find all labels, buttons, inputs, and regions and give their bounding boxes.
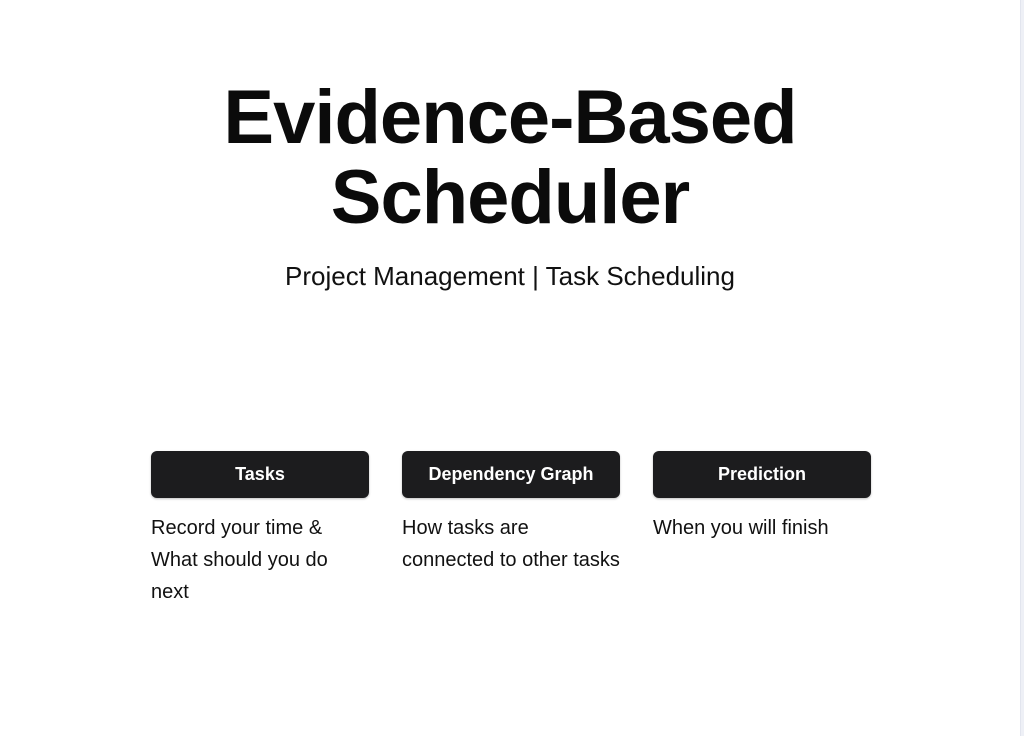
- hero-section: Evidence-Based Scheduler Project Managem…: [0, 78, 1020, 292]
- page-subtitle: Project Management | Task Scheduling: [285, 261, 735, 291]
- page-title: Evidence-Based Scheduler: [0, 78, 1020, 238]
- dependency-graph-description: How tasks are connected to other tasks: [402, 517, 620, 571]
- page-title-line-2: Scheduler: [330, 155, 690, 240]
- feature-tasks: Tasks Record your time & What should you…: [151, 451, 369, 608]
- prediction-button[interactable]: Prediction: [653, 451, 871, 498]
- dependency-graph-button[interactable]: Dependency Graph: [402, 451, 620, 498]
- tasks-button[interactable]: Tasks: [151, 451, 369, 498]
- feature-list: Tasks Record your time & What should you…: [151, 451, 871, 608]
- window-right-edge: [1020, 0, 1024, 736]
- tasks-description: Record your time & What should you do ne…: [151, 517, 328, 603]
- feature-prediction: Prediction When you will finish: [653, 451, 871, 608]
- prediction-description: When you will finish: [653, 517, 829, 539]
- feature-dependency-graph: Dependency Graph How tasks are connected…: [402, 451, 620, 608]
- page-title-line-1: Evidence-Based: [223, 75, 797, 160]
